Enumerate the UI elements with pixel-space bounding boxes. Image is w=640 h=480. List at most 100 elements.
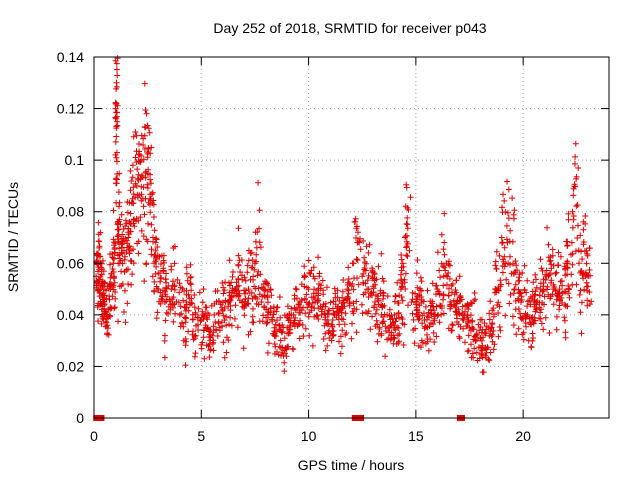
data-point — [584, 297, 591, 304]
data-point — [378, 311, 385, 318]
data-point — [179, 319, 185, 326]
data-point — [316, 281, 322, 287]
data-point — [277, 344, 284, 351]
data-point — [234, 324, 241, 331]
data-point — [340, 277, 347, 283]
data-point — [440, 296, 446, 303]
data-point — [212, 288, 219, 295]
data-point — [277, 314, 284, 321]
data-point — [441, 264, 448, 271]
data-point — [445, 292, 452, 299]
data-point — [419, 320, 426, 327]
data-point — [138, 172, 145, 179]
data-point — [354, 257, 361, 263]
data-point — [157, 270, 163, 276]
data-point — [148, 221, 155, 228]
data-point — [95, 251, 102, 258]
data-point — [350, 286, 357, 293]
data-point — [251, 266, 258, 273]
data-point — [121, 253, 128, 260]
data-point — [199, 339, 206, 346]
data-point — [550, 286, 557, 293]
data-point — [212, 326, 219, 333]
data-point — [258, 299, 265, 305]
data-point — [521, 287, 528, 294]
data-point — [526, 315, 533, 322]
data-point — [574, 202, 581, 208]
data-point — [524, 303, 531, 310]
data-point — [442, 267, 449, 274]
data-point — [341, 321, 348, 328]
data-point — [474, 357, 481, 364]
data-point — [495, 299, 502, 306]
data-point — [289, 345, 296, 352]
data-point — [413, 298, 420, 305]
data-point — [305, 313, 312, 320]
data-point — [369, 275, 376, 282]
data-point — [180, 323, 187, 330]
data-point — [517, 289, 523, 296]
data-point — [114, 102, 121, 109]
data-point — [371, 303, 378, 309]
data-point — [264, 311, 271, 318]
data-point — [488, 333, 495, 340]
data-point — [95, 219, 102, 226]
data-point — [146, 195, 153, 202]
data-point — [380, 318, 387, 325]
data-point — [576, 260, 582, 267]
data-point — [441, 239, 448, 246]
data-point — [392, 318, 399, 325]
data-point — [561, 314, 568, 321]
data-point — [294, 305, 300, 312]
y-tick-label: 0.06 — [57, 255, 84, 271]
data-point — [160, 257, 167, 264]
axis-ticks — [93, 56, 609, 419]
x-axis-title: GPS time / hours — [298, 457, 405, 473]
data-point — [145, 125, 152, 132]
data-point — [112, 240, 119, 247]
data-point — [353, 329, 360, 336]
data-point — [284, 303, 291, 310]
data-point — [561, 317, 568, 324]
data-point — [541, 293, 548, 300]
data-point — [404, 253, 411, 260]
data-point — [135, 238, 142, 245]
data-point — [471, 345, 478, 352]
data-point — [145, 166, 152, 173]
data-point — [436, 319, 443, 326]
data-point — [497, 327, 504, 334]
data-point — [453, 277, 460, 284]
data-point — [141, 132, 148, 139]
data-point — [548, 277, 555, 284]
data-point — [506, 238, 513, 245]
data-point — [502, 209, 509, 215]
y-tick-label: 0.02 — [57, 358, 84, 374]
data-point — [314, 287, 321, 294]
data-point — [380, 289, 386, 296]
y-tick-label: 0.04 — [57, 307, 84, 323]
data-point — [572, 140, 579, 147]
x-tick-label: 10 — [301, 428, 317, 444]
data-point — [264, 349, 271, 356]
data-point — [322, 300, 329, 307]
data-point — [571, 181, 578, 188]
data-point — [176, 280, 183, 287]
data-point — [116, 199, 123, 206]
data-point — [558, 294, 565, 301]
data-point — [470, 325, 476, 332]
data-point — [580, 218, 587, 225]
data-point — [220, 312, 227, 319]
data-point — [372, 281, 379, 288]
data-point — [207, 346, 214, 353]
data-point — [196, 289, 203, 296]
data-point — [490, 327, 497, 334]
data-point — [326, 327, 333, 334]
data-point — [443, 260, 450, 267]
data-point — [110, 207, 117, 214]
data-point — [253, 251, 260, 258]
data-point — [187, 274, 194, 281]
data-point — [130, 220, 137, 227]
data-point — [399, 320, 406, 327]
data-point — [315, 305, 322, 312]
data-point — [473, 337, 479, 344]
